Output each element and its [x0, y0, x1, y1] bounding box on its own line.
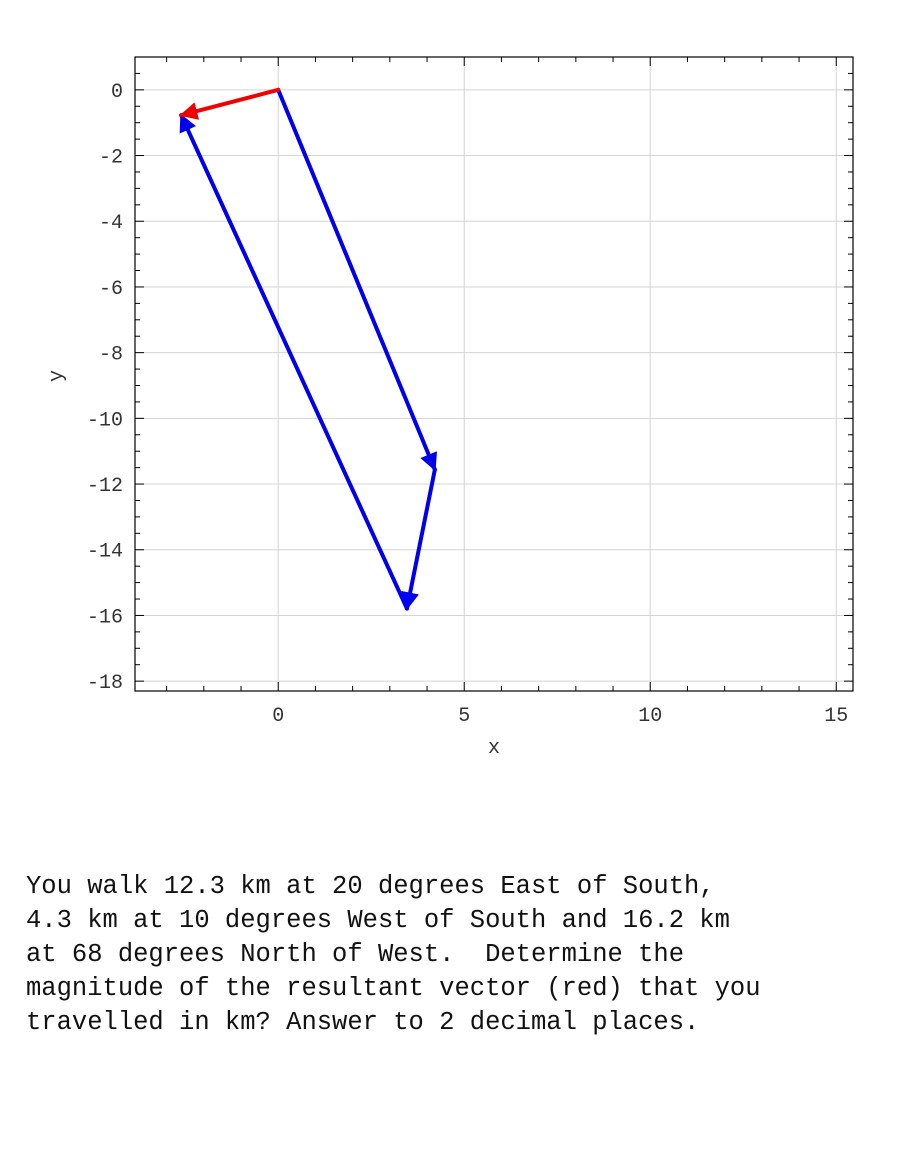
question-text: You walk 12.3 km at 20 degrees East of S…: [26, 870, 886, 1040]
question-line: travelled in km? Answer to 2 decimal pla…: [26, 1008, 700, 1037]
vector-arrows: [179, 87, 437, 611]
y-tick-label: -8: [99, 344, 123, 367]
x-axis-label: x: [488, 737, 500, 760]
y-tick-label: -10: [87, 409, 123, 432]
question-line: 4.3 km at 10 degrees West of South and 1…: [26, 906, 730, 935]
y-tick-label: -14: [87, 541, 123, 564]
question-line: You walk 12.3 km at 20 degrees East of S…: [26, 872, 715, 901]
resultant-vector: [179, 87, 281, 120]
displacement-vector-2: [401, 467, 437, 611]
y-tick-label: -12: [87, 475, 123, 498]
axis-ticks: 0 5 10 15 0 -2 -4 -6 -8 -10 -12 -14 -16 -18: [87, 56, 853, 728]
y-tick-label: -6: [99, 278, 123, 301]
plot-frame: [134, 56, 854, 692]
y-tick-label: 0: [111, 81, 123, 104]
displacement-vector-3: [179, 113, 409, 611]
y-tick-label: -18: [87, 672, 123, 695]
y-tick-label: -4: [99, 212, 123, 235]
x-tick-label: 5: [458, 705, 470, 728]
vector-plot: 0 5 10 15 0 -2 -4 -6 -8 -10 -12 -14 -16 -18 x y: [46, 56, 854, 760]
y-tick-label: -16: [87, 606, 123, 629]
y-axis-label: y: [46, 370, 69, 382]
x-tick-label: 10: [638, 705, 662, 728]
question-line: at 68 degrees North of West. Determine t…: [26, 940, 685, 969]
grid-lines: [135, 57, 853, 691]
question-line: magnitude of the resultant vector (red) …: [26, 974, 761, 1003]
x-tick-label: 0: [272, 705, 284, 728]
y-tick-label: -2: [99, 147, 123, 170]
x-tick-label: 15: [824, 705, 848, 728]
displacement-vector-1: [276, 87, 437, 472]
